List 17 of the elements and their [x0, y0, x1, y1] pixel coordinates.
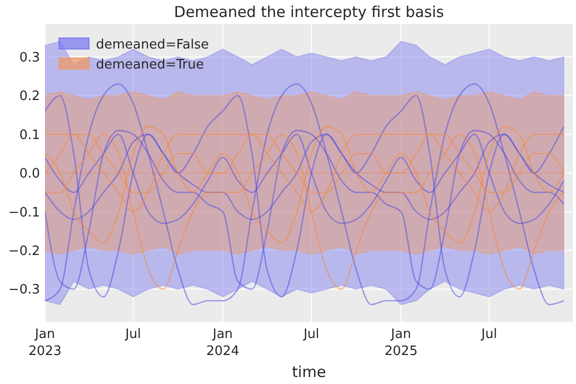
- y-tick-label: 0.0: [19, 166, 40, 182]
- y-tick-label: −0.2: [8, 244, 40, 259]
- y-tick-label: 0.2: [19, 89, 40, 104]
- chart-title: Demeaned the intercepty first basis: [174, 3, 444, 21]
- x-tick-label: Jan 2024: [206, 327, 240, 359]
- legend-label: demeaned=True: [96, 58, 204, 73]
- x-axis-title: time: [292, 363, 326, 381]
- y-tick-label: 0.1: [19, 128, 40, 143]
- x-tick-label: Jul: [480, 327, 498, 342]
- y-tick-label: −0.3: [8, 282, 40, 298]
- x-tick-label: Jan 2023: [28, 327, 62, 359]
- x-tick-label: Jul: [124, 327, 142, 342]
- legend-label: demeaned=False: [96, 38, 209, 53]
- y-tick-label: 0.3: [19, 50, 40, 66]
- x-tick-label: Jul: [302, 327, 320, 342]
- y-tick-label: −0.1: [8, 205, 40, 220]
- x-tick-label: Jan 2025: [384, 327, 418, 359]
